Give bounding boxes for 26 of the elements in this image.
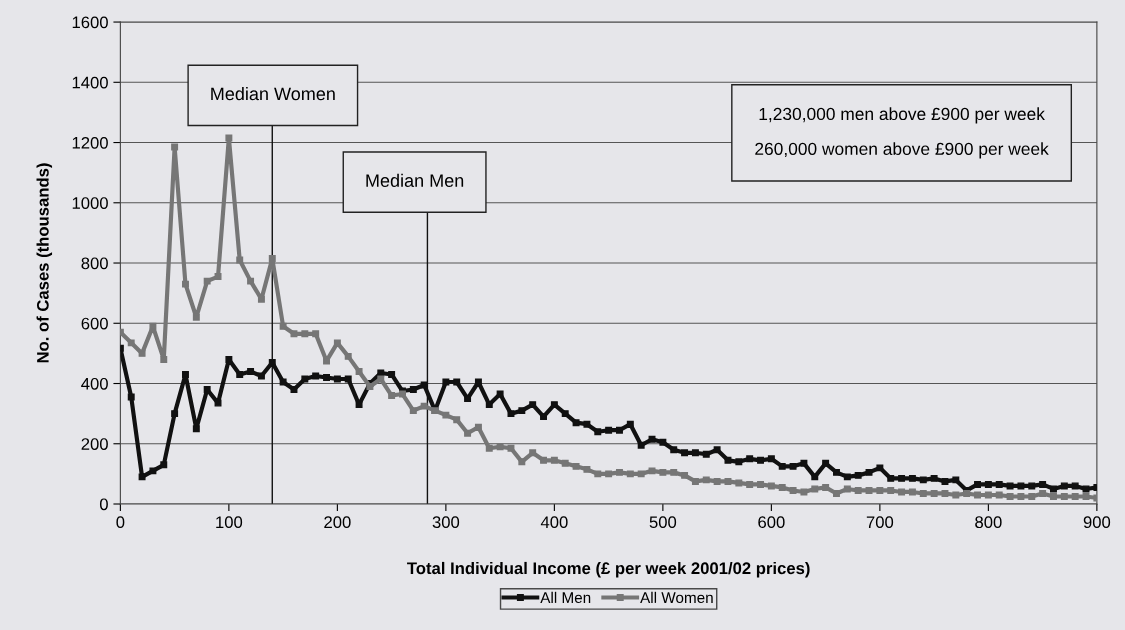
- x-tick-label: 0: [116, 516, 125, 529]
- y-axis-title: No. of Cases (thousands): [36, 163, 53, 363]
- x-tick-label: 700: [866, 516, 894, 529]
- y-tick-label: 1000: [72, 197, 108, 209]
- y-tick-label: 200: [81, 438, 108, 450]
- x-tick-label: 200: [324, 516, 351, 529]
- annotation: 1,230,000 men above £900 per week 260,000 women above £900 per week: [755, 107, 1049, 159]
- x-tick-label: 500: [649, 516, 677, 529]
- legend-label: All Women: [640, 591, 713, 604]
- y-tick-label: 1200: [72, 136, 108, 149]
- x-tick-label: 600: [758, 516, 785, 529]
- x-axis-title: Total Individual Income (£ per week 2001/02 prices): [407, 561, 810, 578]
- x-tick-label: 300: [432, 516, 460, 529]
- ref-line-label: Median Women: [211, 86, 335, 101]
- legend-label: All Men: [540, 591, 591, 604]
- x-tick-label: 400: [540, 516, 568, 529]
- y-tick-label: 1400: [72, 76, 108, 89]
- y-tick-label: 600: [81, 317, 108, 330]
- x-tick-label: 900: [1083, 516, 1111, 529]
- y-tick-label: 0: [99, 498, 108, 511]
- y-tick-label: 400: [81, 377, 108, 390]
- y-tick-label: 800: [81, 257, 108, 270]
- ref-line-label: Median Men: [366, 173, 464, 187]
- x-tick-label: 800: [975, 516, 1002, 529]
- y-tick-label: 1600: [72, 16, 108, 29]
- x-tick-label: 100: [216, 516, 243, 529]
